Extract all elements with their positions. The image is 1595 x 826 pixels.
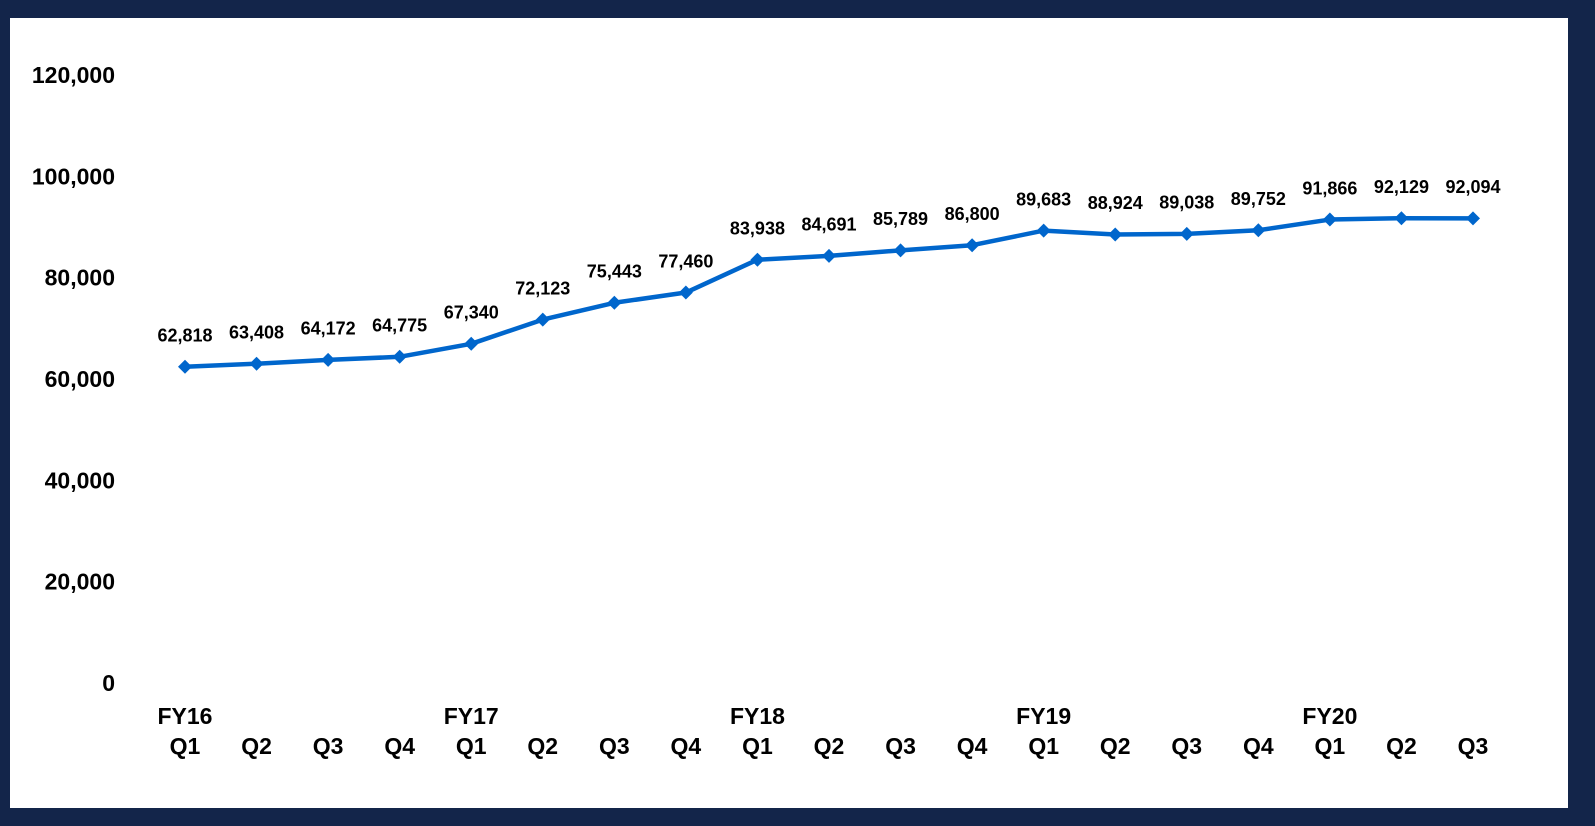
data-label: 89,752 <box>1231 189 1286 209</box>
data-label: 64,775 <box>372 316 427 336</box>
x-tick-label: Q4 <box>671 733 702 759</box>
x-tick-label: Q2 <box>814 733 845 759</box>
point-marker <box>1036 223 1051 238</box>
x-tick-label: FY20 Q1 <box>1302 703 1357 759</box>
x-tick-label: Q4 <box>1243 733 1274 759</box>
data-label: 84,691 <box>801 215 856 235</box>
y-tick-label: 100,000 <box>32 163 115 189</box>
x-tick-label: FY17 Q1 <box>444 703 499 759</box>
point-marker <box>178 359 192 374</box>
y-tick-label: 20,000 <box>45 569 115 595</box>
y-tick-label: 80,000 <box>45 265 115 291</box>
y-tick-label: 120,000 <box>32 62 115 88</box>
point-marker <box>464 336 479 351</box>
x-tick-label: Q3 <box>1171 733 1202 759</box>
x-tick-label: Q4 <box>957 733 988 759</box>
data-label: 75,443 <box>587 262 642 282</box>
x-tick-label: Q2 <box>241 733 272 759</box>
point-marker <box>607 295 622 310</box>
x-tick-label: Q3 <box>885 733 916 759</box>
point-marker <box>1466 211 1480 226</box>
x-tick-label: Q2 <box>1100 733 1131 759</box>
x-tick-label: FY18 Q1 <box>730 703 785 759</box>
point-marker <box>1394 211 1409 226</box>
data-label: 92,094 <box>1445 177 1500 197</box>
data-label: 83,938 <box>730 218 785 238</box>
data-label: 63,408 <box>229 322 284 342</box>
point-marker <box>1108 227 1123 242</box>
point-marker <box>392 349 407 364</box>
point-marker <box>321 352 336 367</box>
data-label: 86,800 <box>945 204 1000 224</box>
data-label: 72,123 <box>515 278 570 298</box>
point-marker <box>750 252 765 267</box>
data-label: 89,038 <box>1159 193 1214 213</box>
data-label: 77,460 <box>658 251 713 271</box>
point-marker <box>1322 212 1337 227</box>
data-label: 85,789 <box>873 209 928 229</box>
plot-background <box>10 18 1568 808</box>
data-label: 64,172 <box>301 319 356 339</box>
x-tick-label: FY16 Q1 <box>158 703 213 759</box>
y-tick-label: 60,000 <box>45 366 115 392</box>
point-marker <box>893 243 908 258</box>
point-marker <box>822 248 836 263</box>
x-tick-label: Q3 <box>599 733 630 759</box>
point-marker <box>535 312 550 327</box>
data-label: 89,683 <box>1016 189 1071 209</box>
x-tick-label: Q2 <box>1386 733 1417 759</box>
point-marker <box>1251 223 1266 238</box>
data-label: 88,924 <box>1088 193 1143 213</box>
x-tick-label: Q3 <box>1458 733 1489 759</box>
data-label: 91,866 <box>1302 178 1357 198</box>
data-label: 92,129 <box>1374 177 1429 197</box>
x-tick-label: FY19 Q1 <box>1016 703 1071 759</box>
x-tick-label: Q2 <box>527 733 558 759</box>
data-label: 62,818 <box>157 325 212 345</box>
point-marker <box>1179 226 1194 241</box>
y-tick-label: 40,000 <box>45 467 115 493</box>
x-tick-label: Q4 <box>384 733 415 759</box>
x-tick-label: Q3 <box>313 733 344 759</box>
y-tick-label: 0 <box>102 670 115 696</box>
point-marker <box>249 356 264 371</box>
point-marker <box>965 238 980 253</box>
data-label: 67,340 <box>444 303 499 323</box>
point-marker <box>678 285 693 300</box>
